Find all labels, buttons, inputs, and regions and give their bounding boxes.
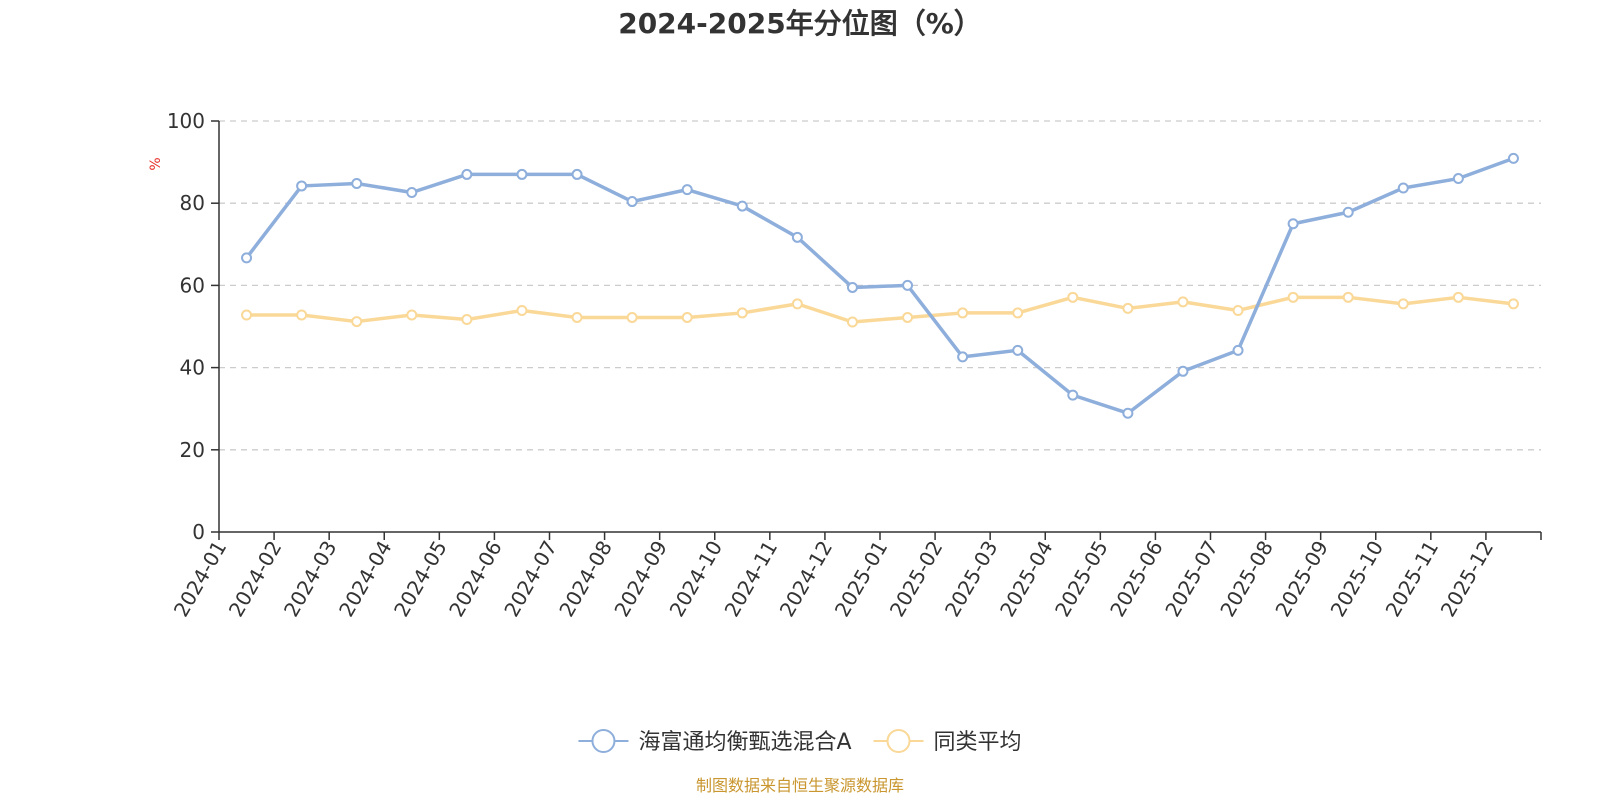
data-point[interactable] [1122,302,1134,314]
x-tick-label: 2025-06 [1105,537,1168,621]
data-point[interactable] [902,311,914,323]
data-point[interactable] [1507,298,1519,310]
x-tick-label: 2025-11 [1381,537,1444,621]
x-tick-label: 2025-02 [885,537,948,621]
x-tick-label: 2024-03 [279,537,342,621]
data-point[interactable] [571,311,583,323]
x-tick-label: 2024-09 [609,537,672,621]
y-axis-unit: % [148,157,164,170]
x-tick-label: 2024-08 [554,537,617,621]
x-tick-label: 2025-08 [1215,537,1278,621]
x-tick-label: 2025-09 [1270,537,1333,621]
series-line [245,156,1515,415]
data-point[interactable] [681,311,693,323]
x-tick-label: 2024-12 [775,537,838,621]
legend: 海富通均衡甄选混合A 同类平均 [578,729,1022,755]
x-tick-labels: 2024-012024-022024-032024-042024-052024-… [169,537,1498,621]
y-tick-label: 80 [180,191,205,215]
data-point[interactable] [1342,291,1354,303]
x-tick-label: 2024-05 [389,537,452,621]
series-line [246,295,1514,324]
data-point[interactable] [902,279,914,291]
data-point[interactable] [736,200,748,212]
legend-label: 海富通均衡甄选混合A [638,730,851,755]
data-point[interactable] [516,304,528,316]
data-point[interactable] [957,307,969,319]
data-point[interactable] [1232,344,1244,356]
data-source-note: 制图数据来自恒生聚源数据库 [696,776,904,795]
data-point[interactable] [296,309,308,321]
data-point[interactable] [516,168,528,180]
legend-marker [591,729,616,753]
y-tick-labels: 0 20 40 60 80 100 [167,109,205,544]
data-point[interactable] [351,177,363,189]
data-point[interactable] [241,252,253,264]
data-point[interactable] [846,316,858,328]
legend-label: 同类平均 [934,730,1022,755]
y-tick-label: 40 [180,356,205,380]
y-tick-label: 0 [192,520,205,544]
data-point[interactable] [571,168,583,180]
x-tick-label: 2024-10 [665,537,728,621]
data-point[interactable] [296,180,308,192]
data-point[interactable] [1287,218,1299,230]
data-point[interactable] [406,187,418,199]
y-tick-label: 60 [180,273,205,297]
data-point[interactable] [1507,152,1519,164]
data-point[interactable] [1012,344,1024,356]
data-point[interactable] [846,281,858,293]
x-tick-label: 2025-03 [940,537,1003,621]
data-point[interactable] [1397,298,1409,310]
x-tick-label: 2025-07 [1160,537,1223,621]
data-point[interactable] [1067,291,1079,303]
x-tick-label: 2024-04 [334,537,397,621]
data-point[interactable] [1287,291,1299,303]
series-layer [241,152,1519,419]
data-point[interactable] [351,316,363,328]
chart-title: 2024-2025年分位图（%） [618,7,982,40]
y-tick-label: 20 [180,438,205,462]
data-point[interactable] [1012,307,1024,319]
data-point[interactable] [1177,296,1189,308]
data-point[interactable] [957,351,969,363]
data-point[interactable] [241,309,253,321]
data-point[interactable] [626,196,638,208]
data-point[interactable] [1452,173,1464,185]
legend-item[interactable]: 同类平均 [873,729,1022,755]
x-tick-label: 2024-01 [169,537,232,621]
x-tick-label: 2025-05 [1050,537,1113,621]
data-point[interactable] [1232,304,1244,316]
data-point[interactable] [791,298,803,310]
axes [211,120,1542,540]
legend-marker [886,729,911,753]
data-point[interactable] [791,231,803,243]
data-point[interactable] [1452,291,1464,303]
data-point[interactable] [1342,206,1354,218]
data-point[interactable] [1177,365,1189,377]
x-tick-label: 2024-06 [444,537,507,621]
data-point[interactable] [1122,407,1134,419]
x-tick-label: 2024-11 [720,537,783,621]
x-tick-label: 2025-04 [995,537,1058,621]
data-point[interactable] [626,311,638,323]
x-tick-label: 2024-02 [224,537,287,621]
x-tick-label: 2024-07 [499,537,562,621]
data-point[interactable] [736,307,748,319]
data-point[interactable] [461,168,473,180]
x-tick-label: 2025-10 [1326,537,1389,621]
x-tick-label: 2025-12 [1436,537,1499,621]
x-tick-label: 2025-01 [830,537,893,621]
data-point[interactable] [1397,182,1409,194]
data-point[interactable] [461,314,473,326]
y-tick-label: 100 [167,109,205,133]
data-point[interactable] [681,184,693,196]
data-point[interactable] [1067,389,1079,401]
legend-item[interactable]: 海富通均衡甄选混合A [578,729,852,755]
data-point[interactable] [406,309,418,321]
